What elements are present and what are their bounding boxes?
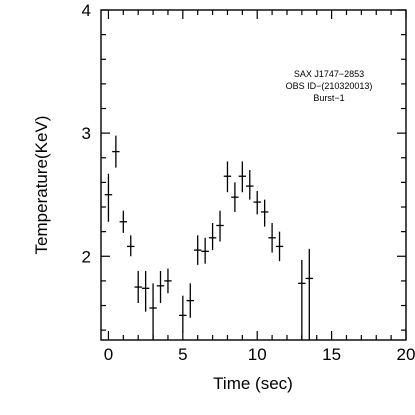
data-point [216, 210, 224, 242]
x-axis-title: Time (sec) [213, 374, 293, 393]
y-tick-label: 3 [82, 124, 91, 143]
x-tick-label: 5 [178, 345, 187, 364]
data-point [186, 283, 194, 318]
y-tick-label: 4 [82, 1, 91, 20]
y-axis-title: Temperature(KeV) [32, 116, 51, 255]
plot-frame [100, 9, 407, 341]
axis-ticks: 0 5 10 15 20 2 3 4 [82, 1, 415, 364]
data-point [253, 191, 261, 215]
data-point [201, 237, 209, 264]
data-point [260, 199, 269, 227]
data-point [104, 173, 113, 222]
x-tick-label: 10 [248, 345, 267, 364]
data-point [298, 259, 306, 340]
data-point [223, 161, 232, 193]
data-point [112, 135, 120, 168]
x-tick-label: 20 [397, 345, 415, 364]
data-point [119, 210, 128, 233]
annotation-block: SAX J1747−2853 OBS ID−(210320013) Burst−… [286, 69, 373, 103]
data-points [104, 135, 314, 340]
data-point [127, 235, 135, 257]
data-point [164, 268, 172, 294]
annotation-line-1: SAX J1747−2853 [294, 69, 364, 79]
data-point [275, 231, 284, 262]
data-point [179, 295, 187, 333]
data-point [149, 283, 157, 340]
data-point [238, 161, 247, 193]
y-tick-label: 2 [82, 247, 91, 266]
data-point [134, 271, 142, 304]
annotation-line-2: OBS ID−(210320013) [286, 81, 373, 91]
data-point [156, 271, 165, 304]
data-point [193, 235, 202, 265]
x-tick-label: 15 [322, 345, 341, 364]
data-point [208, 223, 217, 251]
data-point [246, 170, 254, 200]
data-point [305, 248, 314, 340]
annotation-line-3: Burst−1 [313, 93, 344, 103]
data-point [268, 223, 276, 253]
data-point [141, 271, 150, 312]
x-tick-label: 0 [104, 345, 113, 364]
data-point [231, 182, 239, 212]
